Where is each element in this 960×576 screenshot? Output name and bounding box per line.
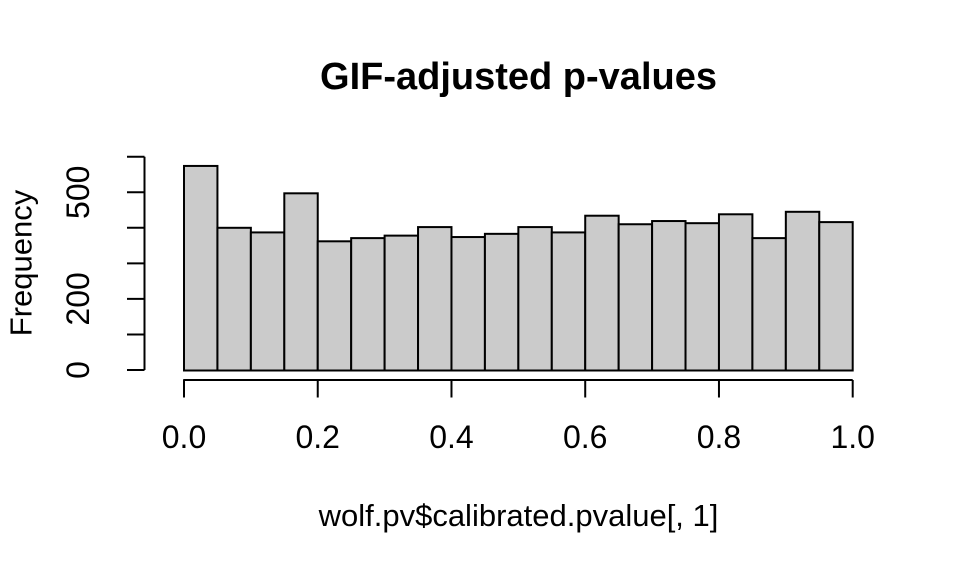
histogram-bar xyxy=(249,231,286,372)
histogram-bar xyxy=(350,237,386,372)
histogram-bar xyxy=(584,214,620,372)
histogram-bar xyxy=(316,240,353,372)
x-axis-title: wolf.pv$calibrated.pvalue[, 1] xyxy=(318,498,719,533)
x-tick-label: 1.0 xyxy=(830,419,874,455)
histogram-bar xyxy=(417,226,453,372)
x-tick-label: 0.8 xyxy=(697,419,741,455)
histogram-bar xyxy=(283,192,319,372)
histogram-bar xyxy=(550,231,587,372)
histogram-bar xyxy=(617,223,654,372)
histogram-bar xyxy=(717,213,754,372)
bars-group xyxy=(183,164,854,372)
x-axis: 0.0 0.2 0.4 0.6 0.8 1.0 xyxy=(162,379,875,455)
y-tick-label: 200 xyxy=(60,272,96,325)
chart-title: GIF-adjusted p-values xyxy=(320,56,717,98)
histogram-bar xyxy=(818,221,854,372)
x-tick-label: 0.2 xyxy=(295,419,339,455)
x-tick-label: 0.6 xyxy=(563,419,607,455)
histogram-bar xyxy=(183,164,219,372)
histogram-bar xyxy=(483,232,520,372)
y-tick-label: 0 xyxy=(60,361,96,379)
histogram-bar xyxy=(784,210,821,372)
histogram-bar xyxy=(450,236,486,372)
histogram-bar xyxy=(751,237,787,372)
histogram-bar xyxy=(216,226,252,372)
y-axis: 0 200 500 xyxy=(60,155,146,379)
histogram-bar xyxy=(684,222,720,372)
x-tick-label: 0.0 xyxy=(162,419,206,455)
histogram-bar xyxy=(517,226,553,372)
x-tick-label: 0.4 xyxy=(429,419,473,455)
histogram-bar xyxy=(383,234,420,372)
histogram-bar xyxy=(651,220,687,372)
y-tick-label: 500 xyxy=(60,166,96,219)
